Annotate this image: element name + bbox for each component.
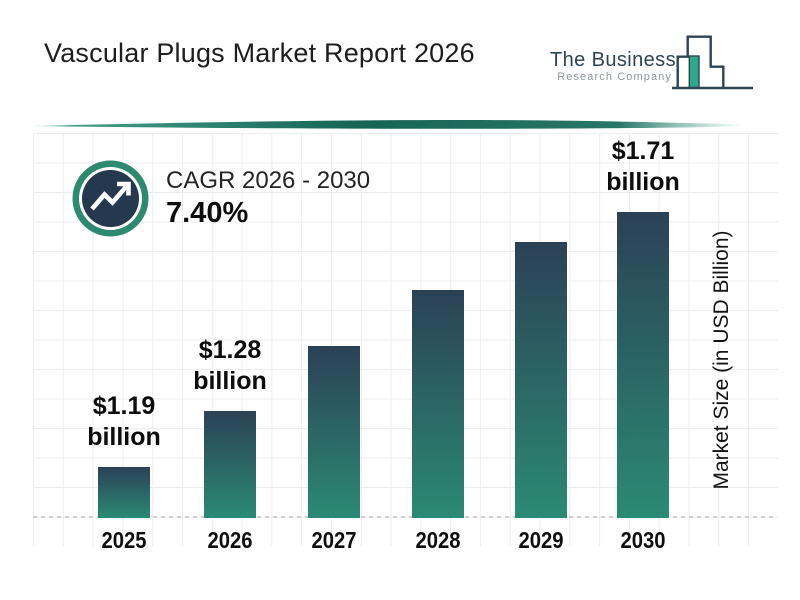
bar-2025 bbox=[98, 467, 150, 518]
logo-company-name: The Business bbox=[550, 49, 676, 71]
bar-2028 bbox=[412, 290, 464, 518]
cagr-badge bbox=[72, 160, 149, 237]
logo-bars-icon bbox=[672, 35, 753, 90]
bar-2030 bbox=[617, 212, 669, 518]
x-tick-2027: 2027 bbox=[311, 527, 357, 553]
trend-up-icon bbox=[90, 181, 131, 211]
value-label-2030: $1.71 billion bbox=[606, 137, 680, 196]
y-axis-label: Market Size (in USD Billion) bbox=[710, 230, 733, 490]
x-tick-2029: 2029 bbox=[518, 527, 564, 553]
x-tick-2025: 2025 bbox=[101, 527, 147, 553]
x-tick-2026: 2026 bbox=[207, 527, 253, 553]
bar-2027 bbox=[308, 346, 360, 518]
page-title: Vascular Plugs Market Report 2026 bbox=[44, 38, 475, 68]
cagr-value: 7.40% bbox=[166, 197, 249, 229]
x-axis-baseline bbox=[33, 516, 776, 518]
x-tick-2030: 2030 bbox=[620, 527, 666, 553]
x-tick-2028: 2028 bbox=[415, 527, 461, 553]
bar-2026 bbox=[204, 411, 256, 518]
value-label-2026: $1.28 billion bbox=[193, 336, 267, 395]
logo-company-subtitle: Research Company bbox=[557, 71, 672, 83]
value-label-2025: $1.19 billion bbox=[87, 392, 161, 451]
bar-2029 bbox=[515, 242, 567, 518]
cagr-period-label: CAGR 2026 - 2030 bbox=[166, 167, 371, 194]
divider-swoosh bbox=[28, 120, 766, 129]
